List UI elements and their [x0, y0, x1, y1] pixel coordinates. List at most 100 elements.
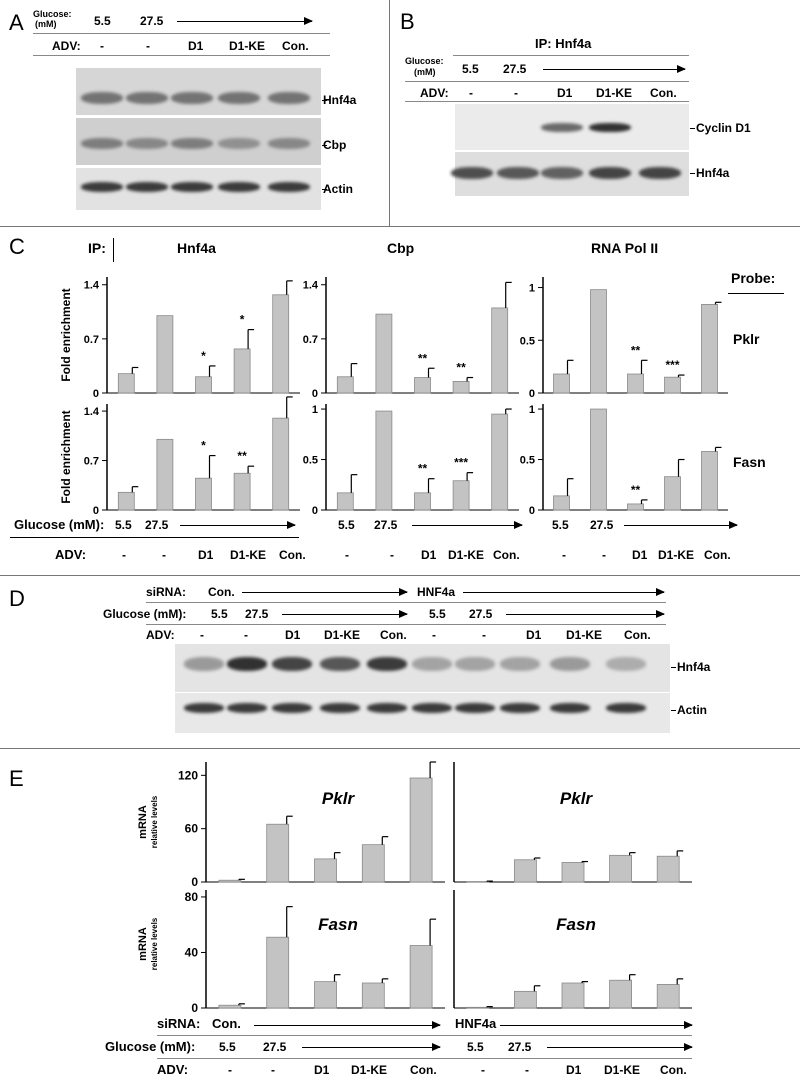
glucose-label: Glucose: [33, 9, 72, 19]
ip-title-polii: RNA Pol II [591, 240, 659, 256]
adv-lane: - [162, 548, 166, 562]
y-tick-label: 0 [529, 505, 535, 517]
bar [414, 377, 431, 394]
blot-band [320, 703, 360, 713]
probe-fasn: Fasn [733, 454, 766, 470]
bar [156, 315, 174, 394]
band-label: Cbp [323, 138, 347, 152]
glucose-low: 5.5 [211, 607, 228, 621]
gene-label: Pklr [560, 789, 594, 808]
adv-lane: - [562, 548, 566, 562]
blot-band [268, 182, 310, 192]
ip-title-hnf4a: Hnf4a [177, 240, 216, 256]
glucose-low: 5.5 [429, 607, 446, 621]
band-tick [671, 667, 676, 668]
panel-letter-b: B [400, 9, 415, 34]
glucose-low: 5.5 [467, 1040, 484, 1054]
bar [609, 854, 632, 883]
significance-label: ** [631, 343, 641, 357]
blot-band [227, 657, 267, 671]
band-tick [671, 710, 676, 711]
adv-lane: - [244, 628, 248, 642]
panel-letter-c: C [9, 234, 25, 259]
adv-lane-2: - [146, 39, 150, 53]
adv-lane-3: D1 [188, 39, 204, 53]
blot-band [500, 703, 540, 713]
adv-lane: D1-KE [230, 548, 267, 562]
adv-label: ADV: [146, 628, 175, 642]
bar [233, 472, 251, 511]
bar [590, 289, 607, 394]
y-axis-label: mRNA [137, 927, 149, 961]
blot-band [171, 92, 213, 104]
band-tick [322, 145, 327, 146]
significance-label: * [240, 313, 245, 327]
bar [514, 859, 537, 883]
bar [590, 408, 607, 511]
band-label: Cyclin D1 [696, 121, 751, 135]
y-axis-label: mRNA [137, 805, 149, 839]
glucose-high: 27.5 [590, 518, 614, 532]
adv-label: ADV: [420, 86, 449, 100]
bar [553, 495, 570, 511]
glucose-high: 27.5 [245, 607, 269, 621]
adv-lane-1: - [100, 39, 104, 53]
gene-label: Fasn [318, 915, 358, 934]
bar [375, 410, 393, 511]
divider-d-e [0, 748, 800, 749]
adv-lane: D1-KE [658, 548, 695, 562]
bar [272, 417, 290, 511]
bar [664, 476, 681, 511]
header-rule [405, 81, 689, 82]
divider-ab-c [0, 226, 800, 227]
glucose-low: 5.5 [552, 518, 569, 532]
adv-lane: D1 [632, 548, 648, 562]
glucose-arrow [180, 521, 296, 529]
ip-title: IP: Hnf4a [535, 36, 592, 51]
blot-band [412, 657, 452, 671]
bar [361, 844, 385, 883]
y-tick-label: 0 [191, 1001, 198, 1015]
adv-lane: Con. [660, 1063, 687, 1077]
bar [233, 348, 251, 394]
adv-lane-5: Con. [650, 86, 677, 100]
ip-separator [113, 238, 114, 262]
adv-lane: - [481, 1063, 485, 1077]
glucose-unit: (mM) [35, 19, 57, 29]
glucose-arrow [506, 610, 665, 618]
bar [609, 979, 632, 1009]
bar [117, 373, 135, 394]
panel-letter-a: A [9, 10, 24, 35]
bar [452, 380, 470, 394]
blot-band [272, 657, 312, 671]
y-tick-label: 0.5 [520, 455, 535, 467]
bar [553, 373, 570, 394]
blot-band [455, 657, 495, 671]
adv-lane-2: - [514, 86, 518, 100]
blot-band [184, 703, 224, 713]
y-axis-label: Fold enrichment [59, 288, 73, 381]
significance-label: *** [665, 358, 679, 372]
glucose-mm-label: Glucose (mM): [103, 607, 187, 621]
bar [218, 1004, 242, 1009]
bar [627, 503, 644, 511]
significance-label: ** [631, 483, 641, 497]
blot-band [268, 138, 310, 149]
blot-band [541, 167, 583, 179]
bar [195, 477, 212, 511]
bar [656, 984, 680, 1009]
y-tick-label: 0 [529, 388, 535, 400]
glucose-high: 27.5 [374, 518, 398, 532]
adv-lane: D1-KE [351, 1063, 388, 1077]
glucose-low: 5.5 [115, 518, 132, 532]
glucose-mm-label: Glucose (mM): [14, 517, 105, 532]
glucose-high: 27.5 [503, 62, 527, 76]
blot-band [639, 167, 681, 179]
blot-band [500, 657, 540, 671]
bar [627, 373, 644, 394]
adv-lane: Con. [704, 548, 731, 562]
blot-d-actin [175, 693, 670, 733]
glucose-arrow [547, 1043, 693, 1051]
band-tick [690, 173, 695, 174]
